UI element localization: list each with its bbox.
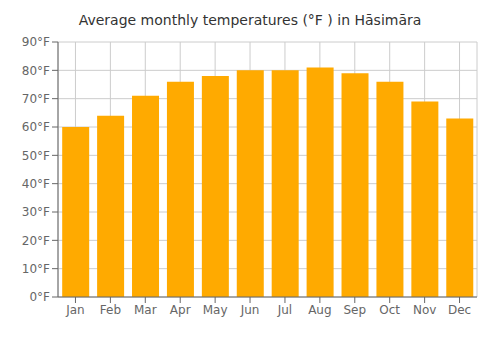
svg-text:10°F: 10°F [22,262,50,276]
svg-text:30°F: 30°F [22,205,50,219]
svg-text:70°F: 70°F [22,92,50,106]
svg-text:90°F: 90°F [22,35,50,49]
svg-text:Oct: Oct [379,303,400,317]
svg-text:May: May [203,303,228,317]
svg-text:80°F: 80°F [22,64,50,78]
html-text:Average monthly temperatures (: Average monthly temperatures (°F ) in Hā… [78,12,422,28]
svg-text:Nov: Nov [413,303,436,317]
svg-text:Sep: Sep [343,303,366,317]
svg-text:40°F: 40°F [22,177,50,191]
svg-text:Jun: Jun [240,303,260,317]
svg-text:Mar: Mar [134,303,157,317]
svg-text:Jan: Jan [65,303,85,317]
svg-text:Aug: Aug [308,303,331,317]
svg-text:Feb: Feb [100,303,121,317]
svg-text:0°F: 0°F [29,290,50,304]
svg-text:Dec: Dec [448,303,471,317]
svg-text:Jul: Jul [277,303,292,317]
svg-text:50°F: 50°F [22,149,50,163]
svg-text:60°F: 60°F [22,120,50,134]
svg-text:Apr: Apr [170,303,191,317]
svg-text:20°F: 20°F [22,234,50,248]
